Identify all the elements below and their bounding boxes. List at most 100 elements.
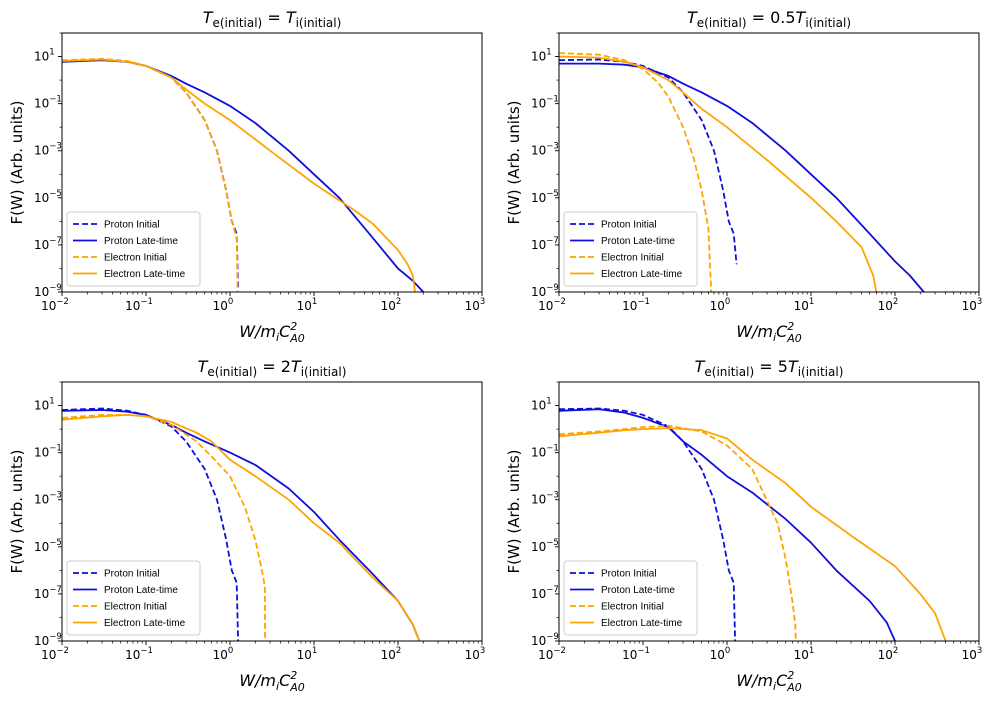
- legend-label: Electron Initial: [104, 602, 167, 613]
- y-tick-label: 10−3: [531, 491, 559, 507]
- series-proton-late-time: [559, 62, 925, 292]
- series-group: [62, 407, 421, 641]
- x-tick-label: 10−1: [125, 297, 153, 313]
- y-tick-label: 10−5: [531, 189, 559, 205]
- x-tick-exponent: 3: [977, 297, 982, 307]
- y-tick-exponent: −7: [546, 236, 559, 246]
- y-axis-label: F(W) (Arb. units): [8, 450, 26, 574]
- x-tick-exponent: 1: [809, 646, 814, 656]
- x-tick-exponent: −2: [553, 297, 566, 307]
- y-tick-exponent: −3: [49, 491, 62, 501]
- y-tick-exponent: −5: [546, 189, 559, 199]
- plot-frame: [61, 381, 483, 642]
- chart-panel-3: 10−2 10−1 100 101 102 10310−910−710−510−310−1…: [8, 357, 485, 694]
- legend: Proton Initial Proton Late-time Electron I…: [66, 211, 201, 287]
- x-tick-label: 10−2: [41, 646, 69, 662]
- y-tick-exponent: 1: [49, 48, 54, 58]
- x-tick-exponent: −2: [56, 297, 69, 307]
- x-tick-label: 10−1: [622, 646, 650, 662]
- series-group: [559, 52, 925, 292]
- y-tick-exponent: −9: [546, 632, 559, 642]
- y-tick-exponent: −3: [49, 142, 62, 152]
- x-tick-exponent: −1: [140, 646, 153, 656]
- x-tick-label: 101: [794, 297, 815, 313]
- y-tick-exponent: −1: [546, 95, 559, 105]
- legend-label: Electron Late-time: [601, 269, 683, 280]
- legend-box: [563, 560, 698, 636]
- y-axis-label: F(W) (Arb. units): [505, 450, 523, 574]
- y-tick-exponent: −1: [49, 444, 62, 454]
- y-tick-label: 10−7: [531, 585, 559, 601]
- y-tick-exponent: −9: [546, 283, 559, 293]
- x-tick-exponent: 1: [312, 646, 317, 656]
- chart-title: Te(initial) = 2Ti(initial): [198, 357, 347, 379]
- y-tick-label: 10−7: [34, 236, 62, 252]
- x-tick-exponent: 1: [809, 297, 814, 307]
- x-tick-label: 102: [381, 297, 402, 313]
- x-tick-label: 103: [962, 646, 983, 662]
- y-tick-exponent: 1: [49, 397, 54, 407]
- y-tick-exponent: −1: [49, 95, 62, 105]
- plot-frame: [558, 32, 980, 293]
- legend: Proton Initial Proton Late-time Electron I…: [563, 211, 698, 287]
- series-electron-initial: [559, 424, 797, 641]
- legend-label: Electron Initial: [104, 253, 167, 264]
- x-tick-label: 103: [465, 646, 486, 662]
- y-tick-label: 101: [531, 48, 552, 64]
- legend: Proton Initial Proton Late-time Electron I…: [563, 560, 698, 636]
- x-tick-exponent: 0: [228, 646, 233, 656]
- y-tick-label: 10−9: [34, 632, 62, 648]
- series-electron-late-time: [62, 58, 416, 292]
- chart-title: Te(initial) = 0.5Ti(initial): [687, 8, 851, 30]
- series-proton-initial: [559, 407, 736, 641]
- series-electron-late-time: [559, 55, 878, 292]
- legend: Proton Initial Proton Late-time Electron I…: [66, 560, 201, 636]
- x-axis-label: W/miC2 A0: [239, 669, 305, 694]
- x-tick-exponent: −2: [56, 646, 69, 656]
- x-tick-label: 103: [962, 297, 983, 313]
- y-tick-exponent: 1: [546, 397, 551, 407]
- x-tick-exponent: −1: [637, 297, 650, 307]
- x-tick-exponent: −2: [553, 646, 566, 656]
- y-tick-label: 10−5: [34, 189, 62, 205]
- series-proton-initial: [62, 407, 239, 641]
- y-tick-exponent: −5: [546, 538, 559, 548]
- series-proton-initial: [559, 58, 738, 265]
- x-tick-label: 10−2: [538, 297, 566, 313]
- y-tick-label: 10−9: [531, 283, 559, 299]
- legend-label: Electron Late-time: [104, 618, 186, 629]
- x-axis-label: W/miC2 A0: [736, 669, 802, 694]
- y-tick-exponent: 1: [546, 48, 551, 58]
- series-electron-late-time: [62, 414, 421, 641]
- y-tick-label: 10−1: [34, 95, 62, 111]
- x-tick-exponent: 3: [480, 646, 485, 656]
- y-tick-label: 10−1: [531, 444, 559, 460]
- y-tick-exponent: −5: [49, 538, 62, 548]
- y-tick-label: 10−3: [34, 142, 62, 158]
- legend-box: [563, 211, 698, 287]
- legend-label: Proton Initial: [601, 569, 657, 580]
- chart-title: Te(initial) = Ti(initial): [203, 8, 342, 30]
- x-tick-label: 100: [213, 297, 234, 313]
- x-tick-label: 10−2: [41, 297, 69, 313]
- chart-panel-2: 10−2 10−1 100 101 102 10310−910−710−510−310−1…: [505, 8, 982, 345]
- legend-label: Proton Initial: [104, 220, 160, 231]
- y-tick-label: 101: [531, 397, 552, 413]
- x-axis-label: W/miC2 A0: [736, 320, 802, 345]
- x-tick-label: 102: [878, 646, 899, 662]
- y-tick-exponent: −1: [546, 444, 559, 454]
- x-tick-label: 100: [710, 646, 731, 662]
- x-tick-exponent: 2: [396, 297, 401, 307]
- y-axis-label: F(W) (Arb. units): [8, 101, 26, 225]
- y-tick-exponent: −7: [546, 585, 559, 595]
- legend-label: Proton Late-time: [601, 236, 675, 247]
- y-tick-exponent: −3: [546, 142, 559, 152]
- legend-label: Electron Late-time: [601, 618, 683, 629]
- legend-label: Proton Initial: [104, 569, 160, 580]
- x-tick-exponent: 2: [396, 646, 401, 656]
- legend-label: Proton Initial: [601, 220, 657, 231]
- legend-box: [66, 211, 201, 287]
- legend-label: Proton Late-time: [601, 585, 675, 596]
- y-tick-label: 10−7: [531, 236, 559, 252]
- x-tick-label: 10−1: [622, 297, 650, 313]
